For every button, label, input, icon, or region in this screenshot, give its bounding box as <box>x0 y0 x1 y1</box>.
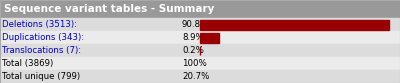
Text: 20.7%: 20.7% <box>182 72 209 81</box>
Text: 8.9%: 8.9% <box>182 33 204 42</box>
Bar <box>0 44 400 57</box>
Text: 90.8%: 90.8% <box>182 20 209 29</box>
Text: Sequence variant tables - Summary: Sequence variant tables - Summary <box>4 4 214 14</box>
Text: Deletions (3513):: Deletions (3513): <box>2 20 77 29</box>
Bar <box>0 31 400 44</box>
Bar <box>0 70 400 83</box>
Text: Translocations (7):: Translocations (7): <box>2 46 81 55</box>
Text: Duplications (343):: Duplications (343): <box>2 33 84 42</box>
Bar <box>200 33 218 42</box>
Text: 100%: 100% <box>182 59 207 68</box>
Text: Total unique (799): Total unique (799) <box>2 72 80 81</box>
Bar <box>0 18 400 31</box>
Bar <box>200 20 389 30</box>
Text: Total (3869): Total (3869) <box>2 59 53 68</box>
Bar <box>0 0 400 18</box>
Text: 0.2%: 0.2% <box>182 46 204 55</box>
Bar <box>0 57 400 70</box>
